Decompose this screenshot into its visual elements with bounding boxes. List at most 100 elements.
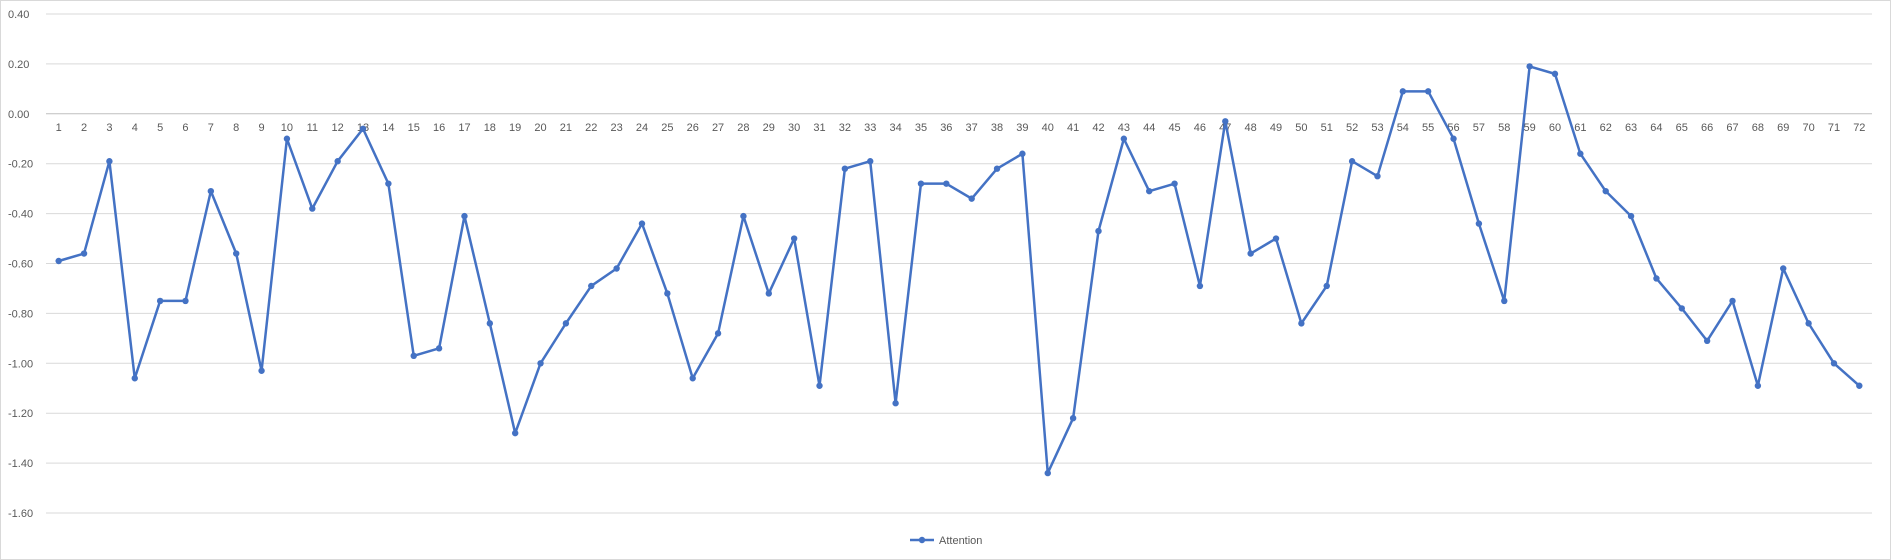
x-tick-label: 35 <box>915 122 927 134</box>
x-tick-label: 44 <box>1143 122 1155 134</box>
x-tick-label: 71 <box>1828 122 1840 134</box>
data-point <box>233 250 240 257</box>
x-tick-label: 48 <box>1245 122 1257 134</box>
y-tick-label: -1.60 <box>8 508 33 520</box>
data-point <box>1526 63 1533 70</box>
x-tick-label: 60 <box>1549 122 1561 134</box>
x-tick-label: 27 <box>712 122 724 134</box>
x-tick-label: 36 <box>940 122 952 134</box>
data-point <box>867 158 874 165</box>
data-point <box>1323 282 1330 290</box>
data-point <box>892 400 899 407</box>
data-point <box>1196 282 1204 290</box>
data-point <box>1754 382 1762 389</box>
data-point <box>1120 135 1128 142</box>
x-tick-label: 15 <box>408 122 420 134</box>
x-tick-label: 12 <box>332 122 344 134</box>
data-point <box>283 135 291 142</box>
x-tick-label: 49 <box>1270 122 1282 134</box>
data-point <box>816 382 823 389</box>
x-tick-label: 18 <box>484 122 496 134</box>
data-point <box>562 320 570 327</box>
x-tick-label: 30 <box>788 122 800 134</box>
x-tick-label: 61 <box>1574 122 1586 134</box>
y-tick-label: -0.80 <box>8 308 33 320</box>
data-point <box>1475 220 1483 227</box>
data-point <box>435 345 443 352</box>
x-tick-label: 66 <box>1701 122 1713 134</box>
data-point <box>359 125 367 132</box>
data-point <box>1856 382 1863 389</box>
data-point <box>1551 70 1559 78</box>
data-point <box>1424 88 1432 95</box>
x-tick-label: 33 <box>864 122 876 134</box>
x-tick-label: 29 <box>763 122 775 134</box>
data-point <box>1678 305 1685 312</box>
legend-marker <box>918 536 926 544</box>
x-tick-label: 51 <box>1321 122 1333 134</box>
y-tick-label: -1.40 <box>8 458 33 470</box>
data-point <box>1298 320 1305 327</box>
x-tick-label: 8 <box>233 122 239 134</box>
data-point <box>1703 337 1711 345</box>
x-tick-label: 50 <box>1295 122 1307 134</box>
data-point <box>714 330 722 337</box>
x-tick-label: 53 <box>1371 122 1383 134</box>
data-point <box>486 320 494 327</box>
data-point <box>537 360 544 367</box>
data-point <box>1501 297 1508 305</box>
x-tick-label: 68 <box>1752 122 1764 134</box>
x-tick-label: 23 <box>611 122 623 134</box>
x-tick-label: 20 <box>534 122 546 134</box>
data-point <box>1247 250 1254 257</box>
data-point <box>1577 150 1584 157</box>
data-point <box>55 257 62 265</box>
x-tick-label: 24 <box>636 122 648 134</box>
x-tick-label: 14 <box>382 122 394 134</box>
x-tick-label: 72 <box>1853 122 1865 134</box>
x-tick-label: 54 <box>1397 122 1409 134</box>
x-tick-label: 70 <box>1802 122 1814 134</box>
y-tick-label: -0.20 <box>8 159 33 171</box>
data-point <box>943 180 950 187</box>
data-point <box>1830 360 1838 367</box>
x-tick-label: 65 <box>1676 122 1688 134</box>
data-point <box>80 250 88 257</box>
data-point <box>917 180 925 187</box>
data-point <box>613 265 620 272</box>
x-tick-label: 69 <box>1777 122 1789 134</box>
data-point <box>1095 227 1102 235</box>
x-tick-label: 19 <box>509 122 521 134</box>
x-tick-label: 21 <box>560 122 572 134</box>
data-point <box>1044 469 1051 477</box>
data-point <box>1450 135 1457 142</box>
legend: Attention <box>910 535 982 547</box>
gridlines <box>46 13 1872 514</box>
data-point <box>461 212 468 220</box>
data-point <box>841 165 849 172</box>
y-tick-label: 0.40 <box>8 9 29 21</box>
data-point <box>207 187 215 195</box>
data-point <box>1399 88 1407 95</box>
x-tick-label: 25 <box>661 122 673 134</box>
data-point <box>765 290 772 297</box>
data-point <box>511 429 519 437</box>
x-tick-label: 42 <box>1092 122 1104 134</box>
x-tick-label: 34 <box>889 122 901 134</box>
data-point <box>1272 235 1280 242</box>
x-tick-label: 43 <box>1118 122 1130 134</box>
x-tick-label: 28 <box>737 122 749 134</box>
x-tick-label: 1 <box>56 122 62 134</box>
x-tick-label: 22 <box>585 122 597 134</box>
data-point <box>1348 158 1356 165</box>
x-tick-label: 17 <box>458 122 470 134</box>
x-tick-label: 5 <box>157 122 163 134</box>
x-tick-label: 38 <box>991 122 1003 134</box>
x-tick-label: 11 <box>307 122 318 134</box>
data-point <box>1146 187 1153 195</box>
data-point <box>968 195 975 202</box>
x-tick-label: 6 <box>182 122 188 134</box>
x-tick-label: 59 <box>1524 122 1536 134</box>
data-point <box>689 375 696 382</box>
x-tick-label: 40 <box>1042 122 1054 134</box>
